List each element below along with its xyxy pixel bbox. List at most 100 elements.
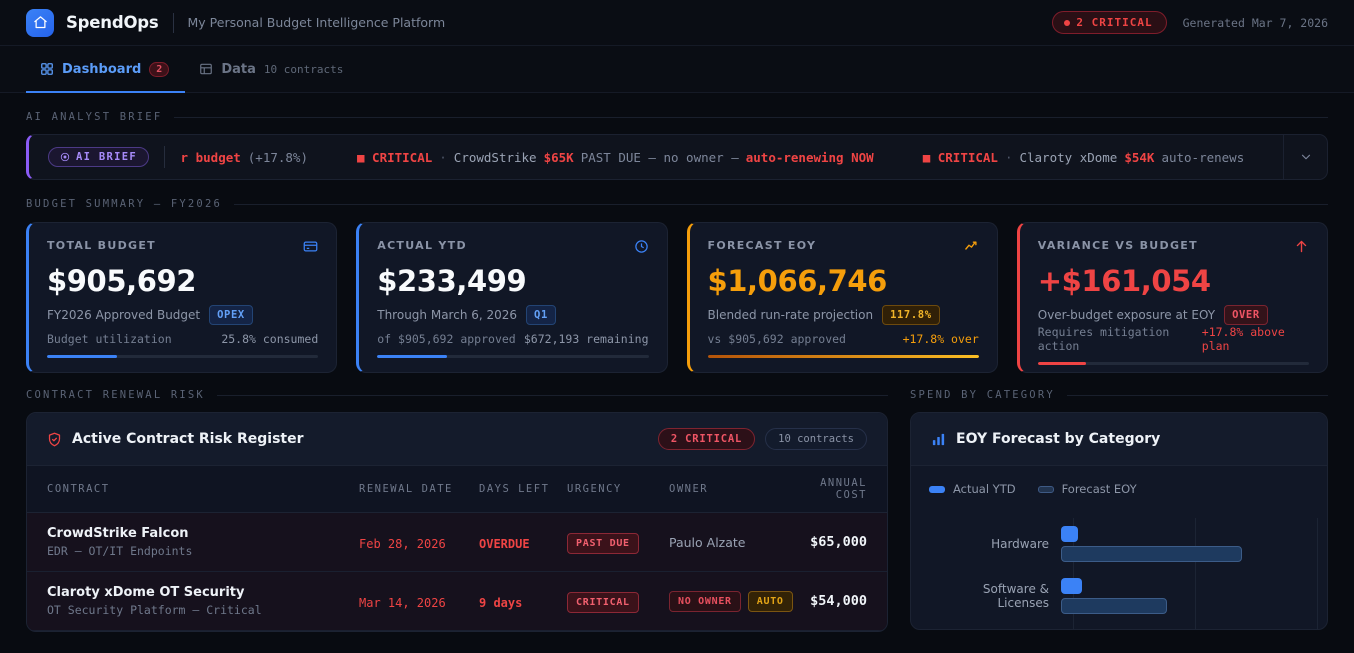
ai-brief-segment: auto-renewing NOW (745, 149, 874, 165)
credit-card-icon (303, 239, 318, 258)
chart-title-text: EOY Forecast by Category (956, 431, 1161, 447)
app-logo[interactable] (26, 8, 54, 37)
ai-brief-tag-label: AI BRIEF (76, 151, 137, 163)
contract-cell: Claroty xDome OT Security OT Security Pla… (27, 571, 359, 631)
eoy-forecast-chart-panel: EOY Forecast by Category Actual YTD Forec… (910, 412, 1328, 630)
kpi-progress-fill (47, 355, 117, 358)
section-rule (216, 394, 888, 396)
kpi-progress-fill (707, 355, 979, 358)
contract-description: OT Security Platform — Critical (47, 603, 262, 617)
tab-dashboard-badge: 2 (149, 61, 170, 77)
chart-bar-actual[interactable] (1061, 578, 1082, 594)
owner-tag: NO OWNER (669, 590, 741, 612)
chart-plot: Hardware Software & Licenses (929, 518, 1318, 629)
sparkle-icon (60, 152, 70, 162)
tab-dashboard[interactable]: Dashboard 2 (26, 46, 186, 93)
legend-item[interactable]: Actual YTD (929, 482, 1016, 496)
contracts-count-pill[interactable]: 10 contracts (765, 428, 867, 450)
chart-bar-forecast[interactable] (1061, 546, 1243, 562)
contract-risk-panel-header: Active Contract Risk Register 2 CRITICAL… (27, 413, 887, 466)
grid-icon (41, 63, 53, 75)
urgency-cell: PAST DUE (567, 512, 669, 572)
ai-brief-segment: Claroty xDome (1019, 149, 1118, 165)
table-row[interactable]: CrowdStrike Falcon EDR — OT/IT Endpoints F… (27, 512, 887, 572)
kpi-foot-left: Budget utilization (47, 332, 172, 346)
ai-brief-tag: AI BRIEF (48, 147, 149, 167)
chart-category-label: Software & Licenses (982, 582, 1049, 610)
col-owner: OWNER (669, 466, 799, 513)
owner-cell: Paulo Alzate (669, 512, 799, 572)
chart-body: Actual YTD Forecast EOY Hardware Software … (911, 466, 1327, 629)
contract-risk-title: Active Contract Risk Register (47, 431, 304, 447)
annual-cost: $65,000 (799, 512, 887, 572)
app-tagline: My Personal Budget Intelligence Platform (187, 15, 446, 30)
ai-brief-segment: · (439, 149, 447, 165)
kpi-card-2[interactable]: ACTUAL YTD $233,499 Through March 6, 2026 Q… (356, 222, 668, 373)
table-header-row: CONTRACT RENEWAL DATE DAYS LEFT URGENCY … (27, 466, 887, 513)
kpi-foot-right: 25.8% consumed (221, 332, 319, 346)
chevron-down-icon (1301, 154, 1310, 160)
kpi-card-4[interactable]: VARIANCE VS BUDGET +$161,054 Over-budget e… (1016, 222, 1328, 373)
chart-legend: Actual YTD Forecast EOY (929, 482, 1309, 496)
section-label-ai-brief: AI ANALYST BRIEF (26, 111, 1328, 123)
table-icon (200, 63, 213, 75)
contracts-critical-pill[interactable]: 2 CRITICAL (657, 428, 756, 450)
critical-status-badge[interactable]: 2 CRITICAL (1052, 11, 1167, 34)
kpi-card-1[interactable]: TOTAL BUDGET $905,692 FY2026 Approved Budg… (26, 222, 338, 373)
tab-dashboard-label: Dashboard (62, 61, 142, 77)
tab-data[interactable]: Data 10 contracts (185, 46, 359, 92)
kpi-subtitle: FY2026 Approved Budget (47, 308, 201, 322)
kpi-subtitle: Blended run-rate projection (707, 308, 874, 322)
section-label-contract-risk-text: CONTRACT RENEWAL RISK (26, 389, 205, 401)
table-row[interactable]: Claroty xDome OT Security OT Security Pla… (27, 571, 887, 631)
contract-cell: CrowdStrike Falcon EDR — OT/IT Endpoints (27, 512, 359, 572)
kpi-subtitle: Over-budget exposure at EOY (1037, 308, 1216, 322)
top-bar: SpendOps My Personal Budget Intelligence… (0, 0, 1354, 46)
legend-swatch (1037, 485, 1054, 493)
section-label-contract-risk: CONTRACT RENEWAL RISK (26, 389, 888, 401)
ai-brief-segment: over budget (180, 149, 241, 165)
kpi-title: TOTAL BUDGET (47, 239, 156, 252)
kpi-subtitle: Through March 6, 2026 (377, 308, 518, 322)
legend-label: Actual YTD (953, 482, 1016, 496)
section-label-budget-summary-text: BUDGET SUMMARY — FY2026 (26, 198, 222, 210)
chart-panel-header: EOY Forecast by Category (911, 413, 1327, 466)
col-annual-cost: ANNUAL COST (799, 466, 887, 513)
chart-bar-forecast[interactable] (1061, 598, 1168, 614)
col-urgency: URGENCY (567, 466, 669, 513)
ai-brief-segment: ■ CRITICAL (922, 149, 998, 165)
chart-bar-actual[interactable] (1061, 526, 1079, 542)
tab-bar: Dashboard 2 Data 10 contracts (0, 46, 1354, 93)
kpi-foot-left: vs $905,692 approved (707, 332, 846, 346)
contract-name: Claroty xDome OT Security (47, 585, 245, 600)
annual-cost: $54,000 (799, 571, 887, 631)
legend-item[interactable]: Forecast EOY (1037, 482, 1137, 496)
kpi-foot-right: $672,193 remaining (523, 332, 649, 346)
chart-category-label: Hardware (991, 537, 1049, 551)
days-left-cell: OVERDUE (479, 512, 567, 572)
renewal-date: Feb 28, 2026 (359, 536, 446, 551)
kpi-card-3[interactable]: FORECAST EOY $1,066,746 Blended run-rate p… (686, 222, 998, 373)
bar-chart-icon (931, 432, 946, 447)
kpi-foot-left: of $905,692 approved (377, 332, 516, 346)
brand-name: SpendOps (66, 13, 159, 32)
col-renewal-date: RENEWAL DATE (359, 466, 479, 513)
ai-brief-divider (163, 146, 165, 168)
urgency-badge: CRITICAL (567, 591, 639, 613)
ai-brief-expand-button[interactable] (1283, 135, 1327, 179)
kpi-progress-track (47, 355, 319, 358)
days-left: 9 days (479, 595, 523, 610)
chart-category-row: Software & Licenses (929, 570, 1309, 622)
generated-timestamp: Generated Mar 7, 2026 (1182, 15, 1328, 30)
contract-risk-panel: Active Contract Risk Register 2 CRITICAL… (26, 412, 888, 632)
kpi-progress-track (1037, 362, 1309, 365)
tab-data-sublabel: 10 contracts (263, 62, 344, 76)
kpi-title: FORECAST EOY (707, 239, 817, 252)
days-left: OVERDUE (479, 536, 530, 551)
contract-name: CrowdStrike Falcon (47, 526, 189, 541)
kpi-value: +$161,054 (1037, 264, 1211, 298)
section-label-spend-by-category-text: SPEND BY CATEGORY (910, 389, 1055, 401)
kpi-title: ACTUAL YTD (377, 239, 467, 252)
ai-brief-segment: $65K (543, 149, 574, 165)
contract-risk-table: CONTRACT RENEWAL DATE DAYS LEFT URGENCY … (27, 466, 887, 631)
